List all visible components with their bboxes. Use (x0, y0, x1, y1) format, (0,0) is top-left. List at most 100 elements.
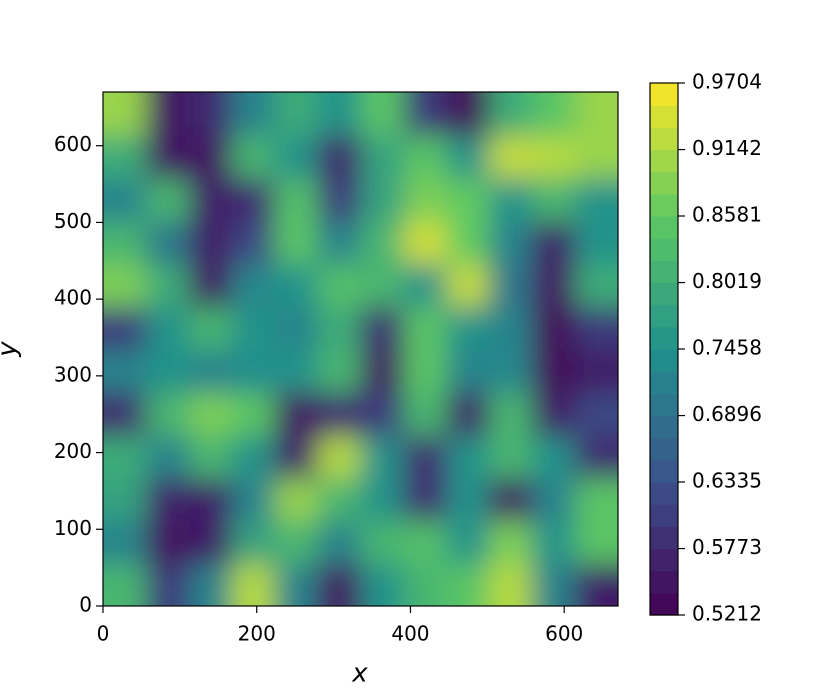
field-cell (403, 563, 448, 606)
field-cell (488, 520, 533, 564)
field-cell (146, 220, 191, 265)
cells (103, 92, 618, 606)
colorbar-band (650, 193, 678, 217)
field-cell (446, 306, 491, 350)
field-cell (146, 263, 191, 307)
field-cell (446, 220, 491, 265)
field-cell (360, 392, 405, 436)
field-cell (403, 177, 448, 222)
field-cell (274, 306, 319, 350)
field-cell (360, 135, 405, 179)
field-cell (189, 177, 234, 222)
field-cell (575, 220, 618, 265)
field-cell (403, 520, 448, 564)
colorbar-band (650, 415, 678, 439)
field-cell (103, 263, 147, 307)
field-cell (189, 349, 234, 393)
field-cell (274, 520, 319, 564)
field-cell (531, 220, 576, 265)
field-cell (317, 563, 362, 606)
field-cell (446, 392, 491, 436)
field-cell (103, 349, 147, 393)
field-cell (575, 434, 618, 479)
field-cell (189, 306, 234, 350)
field-cell (488, 349, 533, 393)
field-cell (274, 563, 319, 606)
colorbar-tick-label: 0.7458 (692, 336, 762, 360)
field-cell (146, 92, 191, 136)
x-tick-label: 400 (391, 622, 429, 646)
colorbar-band (650, 592, 678, 616)
field-cell (103, 92, 147, 136)
field-cell (231, 92, 276, 136)
field-cell (274, 434, 319, 479)
field-cell (274, 92, 319, 136)
field-cell (146, 177, 191, 222)
field-cell (231, 520, 276, 564)
field-cell (575, 563, 618, 606)
y-tick-label: 600 (54, 132, 92, 156)
field-cell (575, 135, 618, 179)
field-cell (531, 349, 576, 393)
field-cell (231, 349, 276, 393)
field-cell (231, 220, 276, 265)
colorbar: 0.5212 0.5773 0.6335 0.6896 0.7458 0.8019 0.85… (649, 70, 762, 626)
colorbar-band (650, 349, 678, 372)
field-cell (531, 563, 576, 606)
field-cell (488, 220, 533, 265)
field-cell (317, 135, 362, 179)
colorbar-band (650, 437, 678, 461)
field-cell (360, 263, 405, 307)
field-cell (189, 563, 234, 606)
y-tick-label: 300 (54, 362, 92, 386)
colorbar-band (650, 127, 678, 151)
field-cell (146, 349, 191, 393)
field-cell (189, 263, 234, 307)
field-cell (103, 177, 147, 222)
field-cell (146, 434, 191, 479)
field-cell (403, 349, 448, 393)
field-cell (231, 563, 276, 606)
y-tick-label: 200 (54, 439, 92, 463)
field-cell (274, 135, 319, 179)
colorbar-band (650, 216, 678, 239)
field-cell (103, 392, 147, 436)
field-cell (103, 520, 147, 564)
y-axis-label: y (0, 341, 23, 358)
colorbar-tick-label: 0.6335 (692, 469, 762, 493)
field-cell (189, 434, 234, 479)
colorbar-band (650, 83, 678, 106)
field-cell (274, 263, 319, 307)
field-cell (146, 135, 191, 179)
field-cell (146, 520, 191, 564)
field-cell (575, 177, 618, 222)
colorbar-tick-label: 0.5212 (692, 602, 762, 626)
field-cell (360, 520, 405, 564)
field-cell (488, 306, 533, 350)
colorbar-band (650, 282, 678, 306)
colorbar-band (650, 548, 678, 572)
field-cell (531, 520, 576, 564)
field-cell (403, 392, 448, 436)
field-cell (146, 392, 191, 436)
field-cell (575, 477, 618, 522)
field-cell (575, 92, 618, 136)
field-cell (317, 263, 362, 307)
colorbar-band (650, 570, 678, 594)
field-cell (488, 477, 533, 522)
field-cell (403, 434, 448, 479)
colorbar-band (650, 326, 678, 350)
colorbar-tick-label: 0.8581 (692, 203, 762, 227)
field-cell (575, 392, 618, 436)
colorbar-band (650, 171, 678, 195)
field-cell (103, 220, 147, 265)
field-cell (317, 434, 362, 479)
field-cell (531, 477, 576, 522)
field-cell (446, 434, 491, 479)
field-cell (446, 92, 491, 136)
colorbar-tick-label: 0.6896 (692, 402, 762, 426)
field-cell (103, 434, 147, 479)
field-cell (360, 220, 405, 265)
field-cell (317, 349, 362, 393)
field-cell (488, 177, 533, 222)
